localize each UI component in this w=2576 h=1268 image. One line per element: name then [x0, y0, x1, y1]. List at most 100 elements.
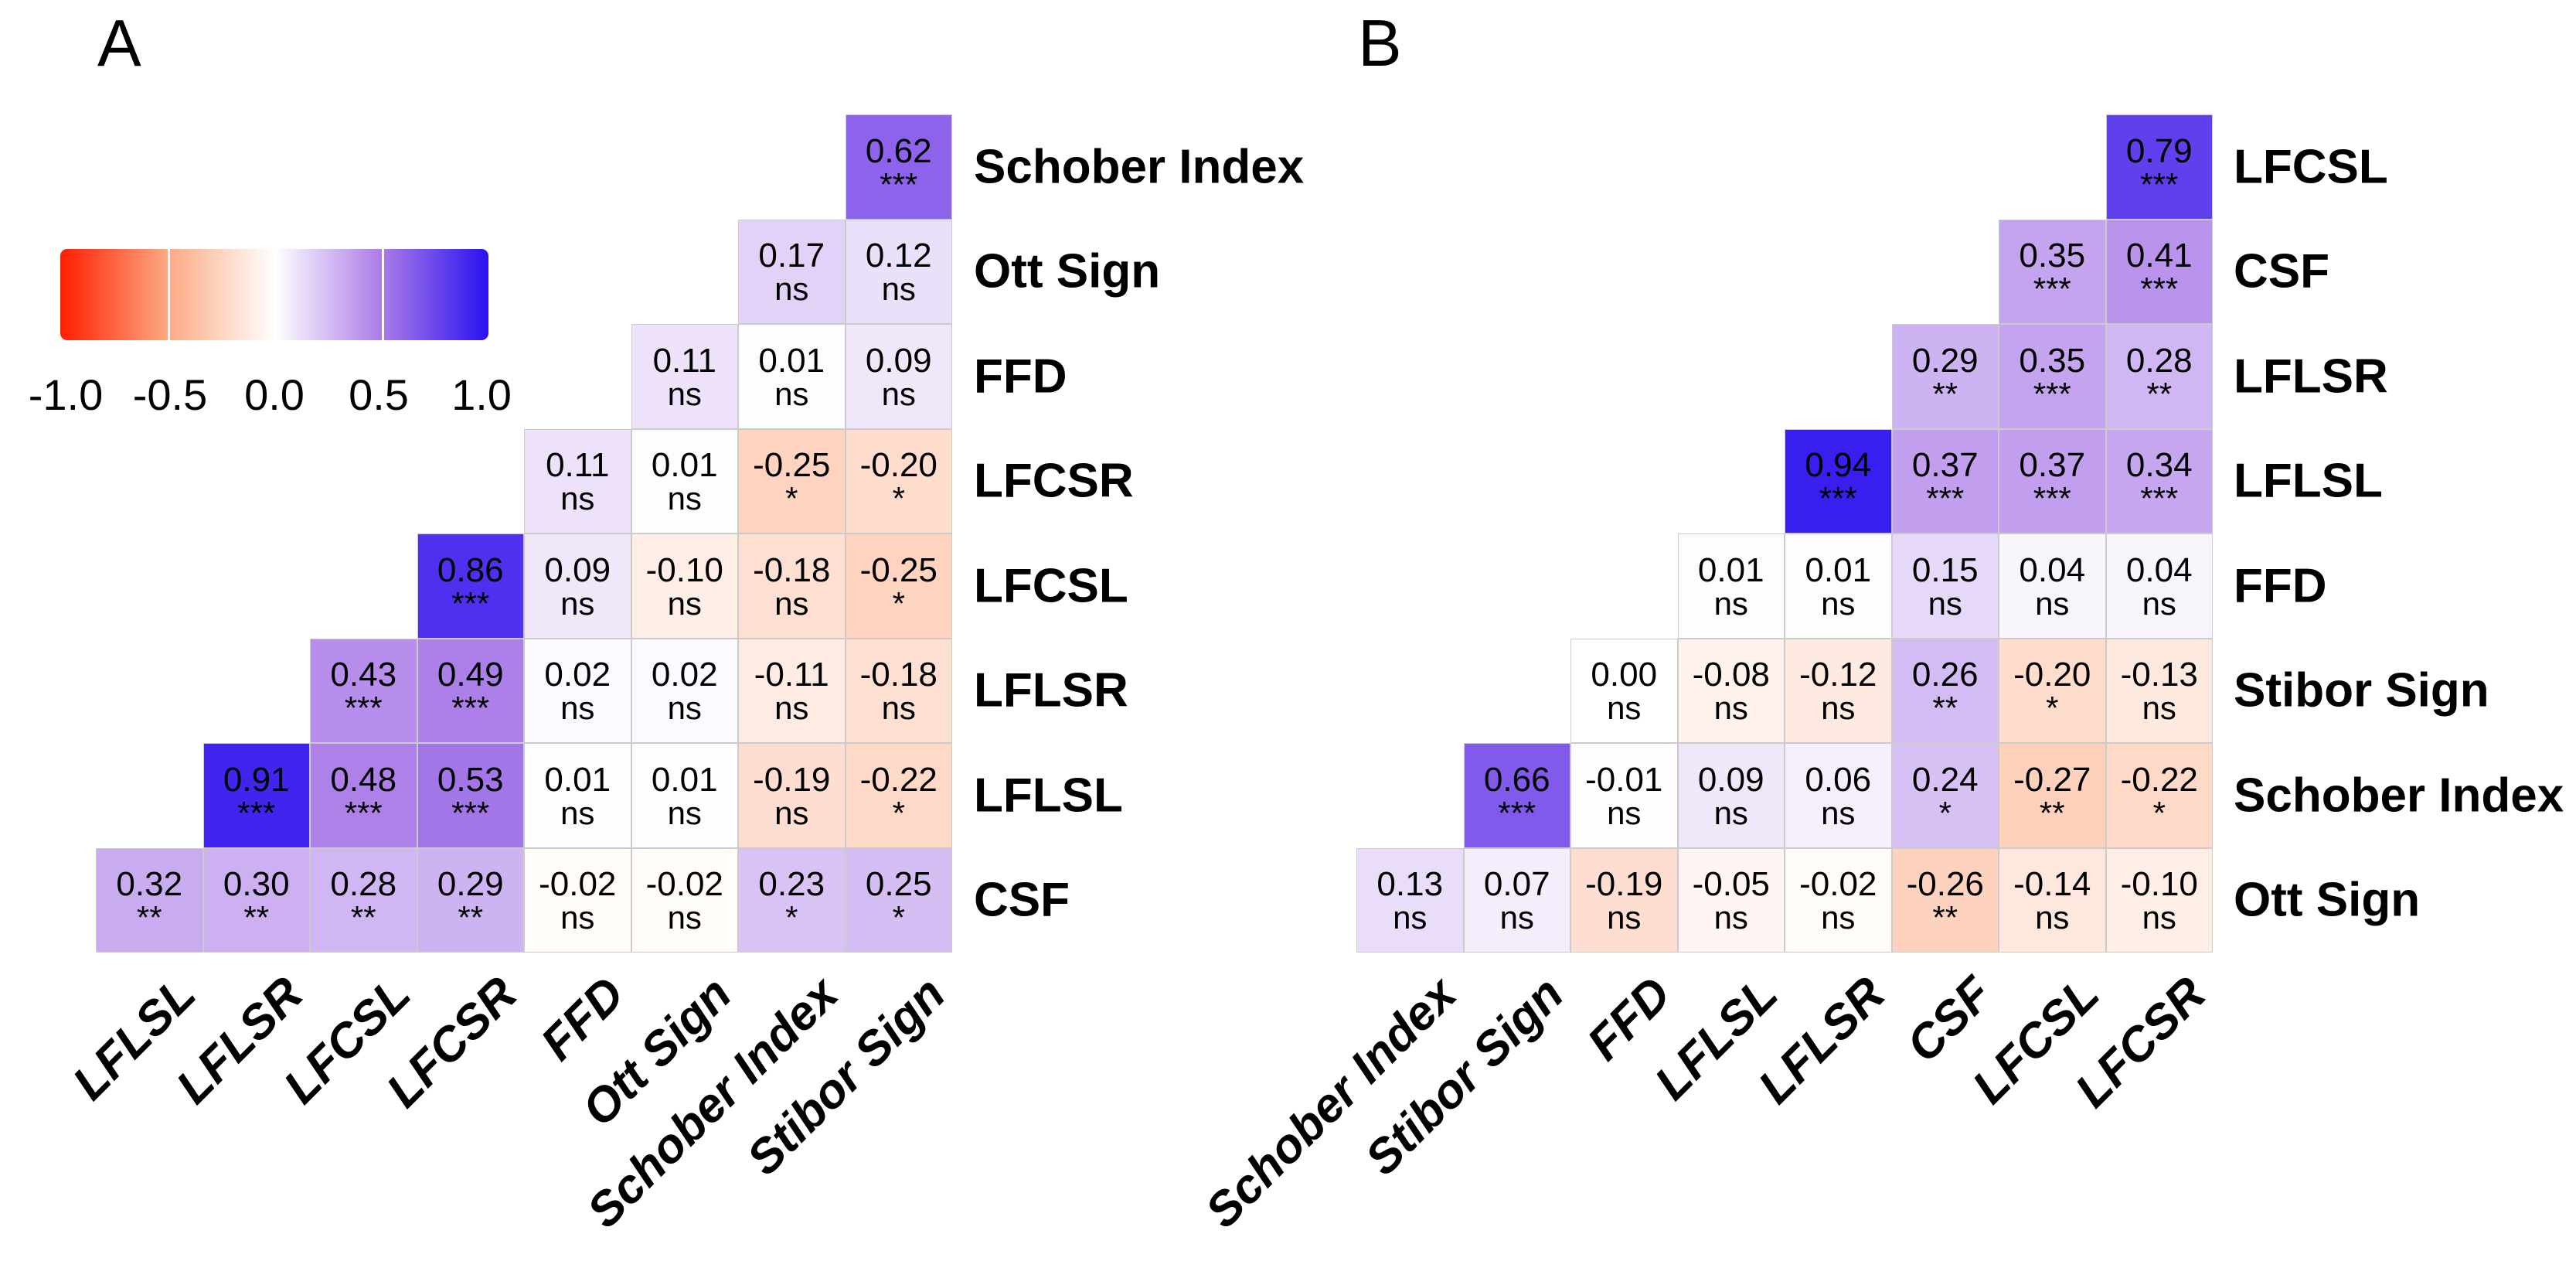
- correlation-cell: -0.01 ns: [1570, 743, 1678, 848]
- correlation-value: 0.30: [223, 865, 290, 904]
- significance-label: ns: [1821, 794, 1856, 831]
- correlation-cell: 0.35 ***: [1999, 219, 2106, 324]
- significance-label: *: [785, 899, 798, 936]
- significance-label: ns: [1821, 899, 1856, 936]
- correlation-cell: -0.11 ns: [738, 638, 846, 743]
- significance-label: **: [1932, 899, 1958, 936]
- correlation-cell: 0.13 ns: [1356, 847, 1464, 953]
- correlation-value: -0.02: [645, 865, 723, 904]
- correlation-cell: 0.62 ***: [845, 114, 952, 220]
- significance-label: **: [2039, 794, 2065, 831]
- colorbar-legend: -1.0 -0.5 0.0 0.5 1.0: [29, 249, 512, 481]
- significance-label: ns: [1607, 899, 1642, 936]
- significance-label: *: [2152, 794, 2166, 831]
- significance-label: ns: [667, 585, 702, 622]
- colorbar-tick-label: -1.0: [28, 370, 104, 419]
- significance-label: ***: [451, 585, 490, 622]
- correlation-cell: -0.22 *: [845, 743, 952, 848]
- colorbar-tick: [274, 249, 277, 340]
- correlation-cell: 0.06 ns: [1785, 743, 1892, 848]
- correlation-cell: 0.01 ns: [524, 743, 631, 848]
- correlation-cell: 0.53 ***: [417, 743, 524, 848]
- correlation-cell: -0.27 **: [1999, 743, 2106, 848]
- correlation-cell: 0.11 ns: [524, 428, 631, 533]
- correlation-cell: 0.94 ***: [1785, 428, 1892, 533]
- correlation-cell: -0.12 ns: [1785, 638, 1892, 743]
- correlation-cell: 0.79 ***: [2105, 114, 2213, 220]
- significance-label: ns: [774, 690, 809, 727]
- significance-label: ns: [667, 690, 702, 727]
- correlation-value: 0.04: [2019, 550, 2086, 589]
- correlation-value: 0.79: [2125, 131, 2193, 170]
- significance-label: ns: [560, 690, 595, 727]
- correlation-value: 0.09: [865, 341, 932, 380]
- correlation-value: 0.25: [865, 865, 932, 904]
- correlation-cell: 0.35 ***: [1999, 324, 2106, 429]
- correlation-value: 0.29: [437, 865, 504, 904]
- correlation-cell: 0.02 ns: [631, 638, 738, 743]
- row-label: Ott Sign: [2234, 873, 2421, 927]
- correlation-cell: 0.91 ***: [202, 743, 310, 848]
- row-label: FFD: [2234, 559, 2327, 613]
- significance-label: ***: [2033, 271, 2071, 308]
- significance-label: ns: [560, 585, 595, 622]
- correlation-cell: 0.25 *: [845, 847, 952, 953]
- correlation-value: 0.11: [652, 341, 716, 380]
- correlation-value: 0.01: [544, 760, 611, 799]
- correlation-value: 0.48: [330, 760, 397, 799]
- correlation-cell: -0.25 *: [738, 428, 846, 533]
- significance-label: ns: [1713, 899, 1748, 936]
- correlation-value: 0.09: [1697, 760, 1764, 799]
- correlation-cell: -0.18 ns: [738, 533, 846, 639]
- correlation-value: -0.20: [859, 446, 938, 485]
- correlation-value: 0.29: [1911, 341, 1979, 380]
- correlation-value: 0.94: [1805, 446, 1872, 485]
- row-label: CSF: [2234, 244, 2329, 298]
- correlation-value: 0.43: [330, 656, 397, 694]
- row-label: LFLSL: [974, 769, 1123, 823]
- colorbar-gradient: [60, 249, 488, 340]
- correlation-cell: 0.15 ns: [1891, 533, 1999, 639]
- correlation-cell: -0.14 ns: [1999, 847, 2106, 953]
- correlation-cell: -0.20 *: [845, 428, 952, 533]
- correlation-cell: 0.01 ns: [1677, 533, 1785, 639]
- correlation-cell: 0.37 ***: [1999, 428, 2106, 533]
- correlation-cell: -0.13 ns: [2105, 638, 2213, 743]
- correlation-value: 0.15: [1911, 550, 1979, 589]
- correlation-cell: -0.02 ns: [631, 847, 738, 953]
- correlation-value: -0.20: [2013, 656, 2091, 694]
- significance-label: **: [1932, 690, 1958, 727]
- correlation-cell: 0.02 ns: [524, 638, 631, 743]
- significance-label: **: [458, 899, 484, 936]
- significance-label: ns: [667, 480, 702, 517]
- significance-label: ns: [881, 375, 916, 412]
- significance-label: ns: [2035, 899, 2070, 936]
- correlation-value: -0.10: [2120, 865, 2198, 904]
- correlation-cell: -0.02 ns: [1785, 847, 1892, 953]
- significance-label: **: [350, 899, 376, 936]
- correlation-value: 0.01: [651, 760, 718, 799]
- significance-label: ***: [344, 794, 383, 831]
- significance-label: ns: [1393, 899, 1428, 936]
- correlation-cell: 0.01 ns: [631, 743, 738, 848]
- correlation-value: 0.00: [1591, 656, 1658, 694]
- correlation-value: -0.22: [859, 760, 938, 799]
- correlation-cell: 0.32 **: [96, 847, 203, 953]
- correlation-cell: -0.02 ns: [524, 847, 631, 953]
- correlation-value: 0.01: [1697, 550, 1764, 589]
- correlation-cell: 0.24 *: [1891, 743, 1999, 848]
- correlation-cell: 0.28 **: [2105, 324, 2213, 429]
- correlation-value: 0.53: [437, 760, 504, 799]
- correlation-cell: 0.11 ns: [631, 324, 738, 429]
- significance-label: ns: [1607, 690, 1642, 727]
- correlation-value: 0.35: [2019, 237, 2086, 275]
- correlation-value: 0.37: [2019, 446, 2086, 485]
- significance-label: *: [785, 480, 798, 517]
- significance-label: **: [1932, 375, 1958, 412]
- row-label: LFCSL: [2234, 140, 2388, 194]
- correlation-value: 0.01: [1805, 550, 1872, 589]
- significance-label: ns: [2142, 899, 2176, 936]
- correlation-value: 0.28: [2125, 341, 2193, 380]
- correlation-value: -0.05: [1692, 865, 1770, 904]
